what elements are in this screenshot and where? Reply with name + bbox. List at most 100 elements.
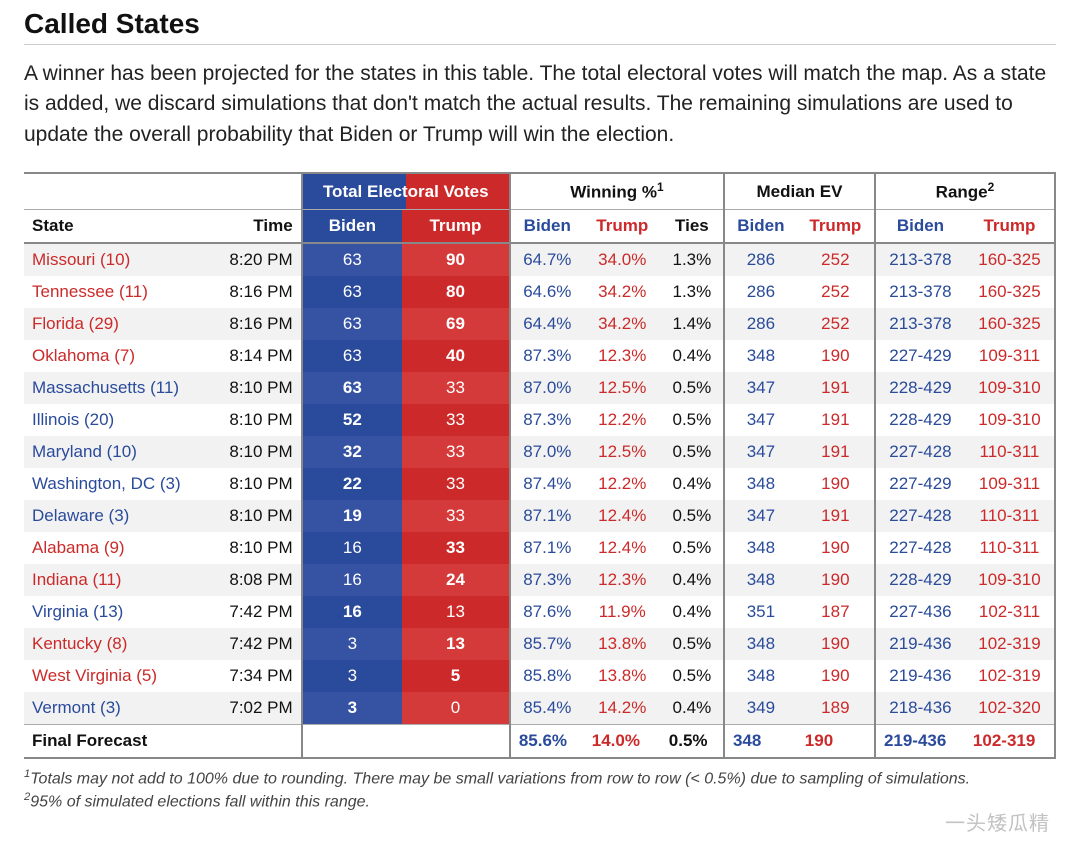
group-header-range: Range2 <box>875 173 1055 209</box>
table-row: Illinois (20)8:10 PM523387.3%12.2%0.5%34… <box>24 404 1055 436</box>
cell-time: 7:42 PM <box>211 596 302 628</box>
cell-win-biden: 85.7% <box>510 628 584 660</box>
group-header-range-sup: 2 <box>988 180 995 194</box>
sub-header-row: State Time Biden Trump Biden Trump Ties … <box>24 209 1055 243</box>
table-row: Indiana (11)8:08 PM162487.3%12.3%0.4%348… <box>24 564 1055 596</box>
cell-time: 8:16 PM <box>211 308 302 340</box>
cell-ev-biden: 63 <box>302 243 402 276</box>
cell-win-biden: 87.3% <box>510 340 584 372</box>
cell-win-trump: 13.8% <box>584 660 661 692</box>
cell-range-biden: 219-436 <box>875 628 965 660</box>
table-row: Alabama (9)8:10 PM163387.1%12.4%0.5%3481… <box>24 532 1055 564</box>
cell-med-trump: 252 <box>797 243 875 276</box>
table-row: Tennessee (11)8:16 PM638064.6%34.2%1.3%2… <box>24 276 1055 308</box>
cell-med-trump: 190 <box>797 340 875 372</box>
cell-med-trump: 252 <box>797 276 875 308</box>
cell-med-biden: 349 <box>724 692 797 725</box>
cell-time: 8:08 PM <box>211 564 302 596</box>
cell-med-biden: 348 <box>724 532 797 564</box>
cell-ties: 0.4% <box>661 340 724 372</box>
cell-ties: 0.4% <box>661 468 724 500</box>
cell-win-trump: 12.2% <box>584 404 661 436</box>
cell-win-trump: 12.3% <box>584 564 661 596</box>
cell-time: 8:16 PM <box>211 276 302 308</box>
cell-med-biden: 347 <box>724 500 797 532</box>
cell-ev-trump: 69 <box>402 308 510 340</box>
cell-med-biden: 348 <box>724 660 797 692</box>
cell-med-trump: 190 <box>797 468 875 500</box>
cell-state[interactable]: Florida (29) <box>24 308 211 340</box>
cell-range-trump: 102-319 <box>965 628 1055 660</box>
cell-win-trump: 34.2% <box>584 276 661 308</box>
cell-range-trump: 110-311 <box>965 532 1055 564</box>
col-win-ties: Ties <box>661 209 724 243</box>
col-ev-trump: Trump <box>402 209 510 243</box>
cell-ties: 0.4% <box>661 596 724 628</box>
cell-state[interactable]: Illinois (20) <box>24 404 211 436</box>
section-description: A winner has been projected for the stat… <box>24 59 1056 150</box>
col-time: Time <box>211 209 302 243</box>
cell-time: 7:34 PM <box>211 660 302 692</box>
cell-win-biden: 64.4% <box>510 308 584 340</box>
cell-med-biden: 347 <box>724 372 797 404</box>
cell-ev-biden: 16 <box>302 532 402 564</box>
cell-state[interactable]: Delaware (3) <box>24 500 211 532</box>
cell-ev-biden: 63 <box>302 276 402 308</box>
group-header-blank <box>24 173 302 209</box>
cell-win-biden: 85.4% <box>510 692 584 725</box>
cell-state[interactable]: Vermont (3) <box>24 692 211 725</box>
cell-win-trump: 12.4% <box>584 500 661 532</box>
col-med-biden: Biden <box>724 209 797 243</box>
cell-state[interactable]: Missouri (10) <box>24 243 211 276</box>
called-states-table: Total Electoral Votes Winning %1 Median … <box>24 172 1056 759</box>
cell-ev-biden: 63 <box>302 340 402 372</box>
col-win-biden: Biden <box>510 209 584 243</box>
cell-ev-trump: 5 <box>402 660 510 692</box>
cell-state[interactable]: Tennessee (11) <box>24 276 211 308</box>
cell-ties: 0.5% <box>661 436 724 468</box>
cell-ev-trump: 24 <box>402 564 510 596</box>
col-med-trump: Trump <box>797 209 875 243</box>
cell-range-trump: 109-311 <box>965 340 1055 372</box>
cell-ties: 0.5% <box>661 372 724 404</box>
cell-range-trump: 109-311 <box>965 468 1055 500</box>
cell-ev-trump: 33 <box>402 500 510 532</box>
cell-range-trump: 102-311 <box>965 596 1055 628</box>
cell-ev-trump: 33 <box>402 436 510 468</box>
cell-state[interactable]: Washington, DC (3) <box>24 468 211 500</box>
cell-win-biden: 64.7% <box>510 243 584 276</box>
section-title: Called States <box>24 8 1056 45</box>
cell-state[interactable]: Massachusetts (11) <box>24 372 211 404</box>
cell-state[interactable]: Maryland (10) <box>24 436 211 468</box>
cell-state[interactable]: Alabama (9) <box>24 532 211 564</box>
cell-range-biden: 227-428 <box>875 500 965 532</box>
cell-ev-biden: 63 <box>302 372 402 404</box>
cell-range-biden: 227-429 <box>875 468 965 500</box>
cell-ev-trump: 33 <box>402 468 510 500</box>
group-header-win-text: Winning % <box>570 183 657 202</box>
cell-range-biden: 227-428 <box>875 436 965 468</box>
cell-range-biden: 227-436 <box>875 596 965 628</box>
footnote-1: Totals may not add to 100% due to roundi… <box>30 770 970 787</box>
cell-ev-biden: 19 <box>302 500 402 532</box>
cell-time: 8:14 PM <box>211 340 302 372</box>
cell-ties: 1.4% <box>661 308 724 340</box>
cell-win-biden: 87.0% <box>510 372 584 404</box>
cell-state[interactable]: Virginia (13) <box>24 596 211 628</box>
group-header-range-text: Range <box>936 183 988 202</box>
cell-range-trump: 102-320 <box>965 692 1055 725</box>
cell-range-biden: 228-429 <box>875 564 965 596</box>
cell-range-trump: 109-310 <box>965 564 1055 596</box>
cell-win-trump: 12.5% <box>584 436 661 468</box>
cell-state[interactable]: Indiana (11) <box>24 564 211 596</box>
table-body: Missouri (10)8:20 PM639064.7%34.0%1.3%28… <box>24 243 1055 725</box>
group-header-win-sup: 1 <box>657 180 664 194</box>
cell-state[interactable]: Kentucky (8) <box>24 628 211 660</box>
final-ev-trump <box>402 724 510 758</box>
col-range-biden: Biden <box>875 209 965 243</box>
cell-state[interactable]: Oklahoma (7) <box>24 340 211 372</box>
table-row: Missouri (10)8:20 PM639064.7%34.0%1.3%28… <box>24 243 1055 276</box>
cell-state[interactable]: West Virginia (5) <box>24 660 211 692</box>
cell-win-biden: 87.1% <box>510 500 584 532</box>
cell-time: 7:42 PM <box>211 628 302 660</box>
